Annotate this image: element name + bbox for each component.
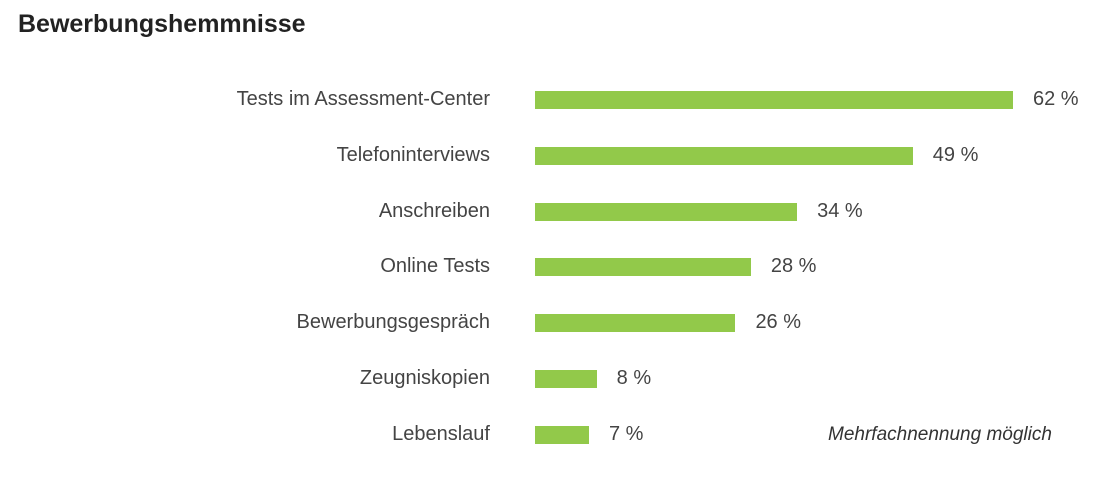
value-label: 8 %: [616, 367, 652, 389]
chart-title: Bewerbungshemmnisse: [18, 10, 306, 38]
bar-row: Lebenslauf 7 %: [0, 420, 1100, 450]
category-label: Bewerbungsgespräch: [296, 311, 490, 334]
bar-row: Telefoninterviews 49 %: [0, 141, 1100, 171]
bar: [535, 370, 597, 388]
bar: [535, 258, 751, 277]
bar-row: Anschreiben 34 %: [0, 197, 1100, 227]
bar: [535, 202, 798, 221]
category-label: Online Tests: [380, 255, 490, 278]
bar: [535, 146, 913, 165]
value-label: 62 %: [1033, 88, 1079, 110]
annotation-note: Mehrfachnennung möglich: [828, 424, 1052, 445]
category-label: Anschreiben: [378, 199, 490, 222]
value-label: 34 %: [817, 199, 863, 222]
category-label: Telefoninterviews: [336, 143, 490, 166]
value-label: 7 %: [608, 422, 644, 445]
bar: [535, 425, 589, 444]
bar-row: Tests im Assessment-Center 62 %: [0, 85, 1100, 115]
category-label: Lebenslauf: [392, 422, 490, 445]
bar-row: Online Tests 28 %: [0, 252, 1100, 282]
bar-row: Zeugniskopien 8 %: [0, 364, 1100, 394]
bar-row: Bewerbungsgespräch 26 %: [0, 308, 1100, 338]
bar: [535, 314, 736, 333]
bar: [535, 91, 1013, 109]
category-label: Tests im Assessment-Center: [236, 88, 490, 110]
value-label: 49 %: [932, 143, 979, 166]
value-label: 28 %: [770, 255, 817, 278]
value-label: 26 %: [755, 311, 802, 334]
category-label: Zeugniskopien: [359, 367, 490, 389]
